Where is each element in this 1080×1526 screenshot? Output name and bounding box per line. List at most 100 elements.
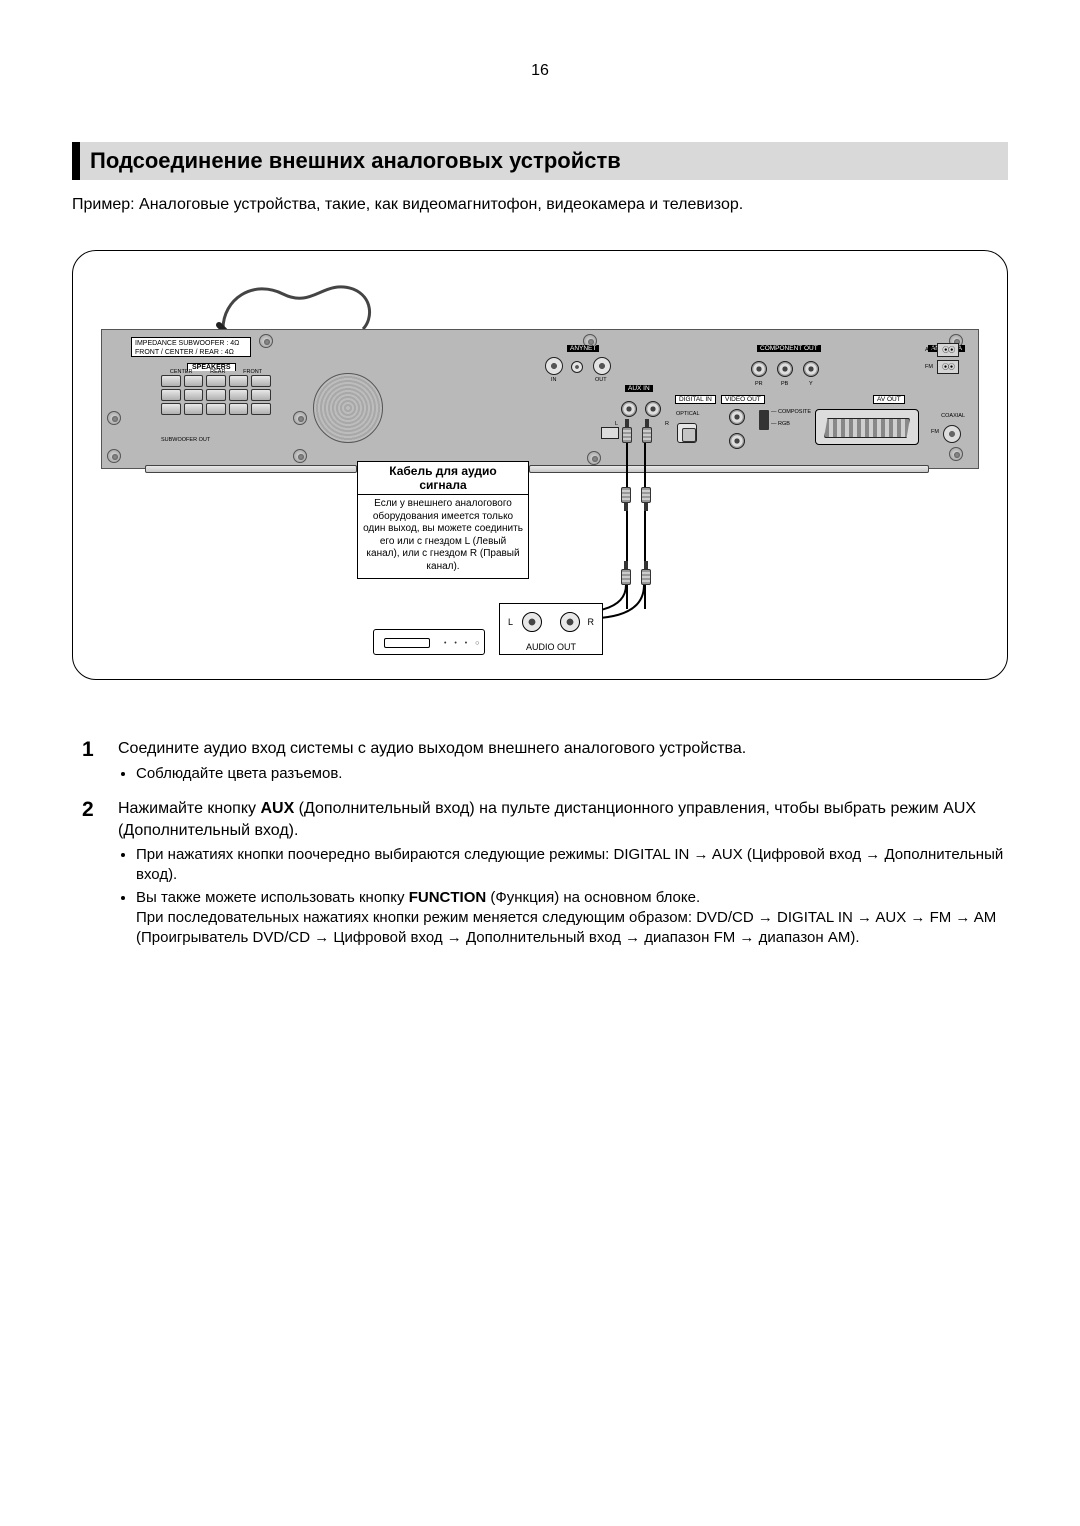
aux-in-l-jack — [621, 401, 637, 417]
anynet-out-jack — [593, 357, 611, 375]
audio-cable-callout: Кабель для аудио сигнала Если у внешнего… — [357, 461, 529, 579]
screw-icon — [293, 411, 307, 425]
vcr-l-label: L — [508, 617, 513, 627]
diagram-frame: IMPEDANCE SUBWOOFER : 4Ω FRONT / CENTER … — [72, 250, 1008, 680]
speaker-terminal-grid — [161, 375, 271, 431]
anynet-in-text: IN — [551, 377, 557, 383]
anynet-label: ANYNET — [567, 345, 599, 352]
fm-coax-text: FM — [931, 429, 939, 435]
fan-grill-icon — [313, 373, 383, 443]
step-1: 1 Соедините аудио вход системы с аудио в… — [82, 738, 1008, 786]
fm-coax-port — [943, 425, 961, 443]
panel-bar-top-right — [529, 465, 929, 473]
vcr-buttons: • • • ○ — [444, 640, 482, 647]
screw-icon — [259, 334, 273, 348]
scart-pins-icon — [824, 418, 910, 438]
speaker-terminal — [161, 389, 181, 401]
tx-card-icon — [601, 427, 619, 439]
step-1-bullet-1: Соблюдайте цвета разъемов. — [136, 764, 1008, 784]
intro-text: Пример: Аналоговые устройства, такие, ка… — [72, 196, 1008, 214]
speaker-terminal — [229, 375, 249, 387]
rca-plug-icon — [621, 487, 631, 511]
speaker-terminal — [161, 403, 181, 415]
ant-fm-label: FM — [925, 364, 933, 370]
fm-antenna-port: ⦿⦿ — [937, 360, 959, 374]
composite-text: COMPOSITE — [778, 409, 811, 415]
speaker-terminal — [206, 375, 226, 387]
vcr-r-label: R — [588, 617, 595, 627]
screw-icon — [107, 449, 121, 463]
callout-title: Кабель для аудио — [358, 462, 528, 478]
comp-pb: PB — [781, 381, 788, 387]
step-2-aux-bold: AUX — [260, 800, 294, 817]
vcr-device-icon: • • • ○ — [373, 629, 485, 655]
subwoofer-out-label: SUBWOOFER OUT — [161, 437, 210, 443]
component-out-label: COMPONENT OUT — [757, 345, 821, 352]
anynet-mid-jack — [571, 361, 583, 373]
aux-r-text: R — [665, 421, 669, 427]
scart-connector — [815, 409, 919, 445]
speaker-terminal — [184, 403, 204, 415]
video-out-label: VIDEO OUT — [721, 395, 765, 404]
step-1-number: 1 — [82, 738, 110, 762]
av-out-label: AV OUT — [873, 395, 905, 404]
step-2-function-bold: FUNCTION — [409, 889, 487, 906]
step-2-text: Нажимайте кнопку AUX (Дополнительный вхо… — [118, 798, 1008, 841]
comp-pr: PR — [755, 381, 763, 387]
speaker-terminal — [251, 389, 271, 401]
rca-plug-icon — [622, 419, 632, 443]
anynet-in-jack — [545, 357, 563, 375]
speaker-terminal — [206, 403, 226, 415]
composite-label: — COMPOSITE — [771, 409, 811, 415]
aux-in-label: AUX IN — [625, 385, 653, 392]
aux-in-r-jack — [645, 401, 661, 417]
speaker-terminal — [229, 403, 249, 415]
impedance-line1: IMPEDANCE SUBWOOFER : 4Ω — [135, 339, 247, 348]
video-out-jack — [729, 409, 745, 425]
vcr-audio-out-panel: L R AUDIO OUT — [499, 603, 603, 655]
speaker-terminal — [184, 389, 204, 401]
step-2-b2-c: При последовательных нажатиях кнопки реж… — [136, 909, 996, 946]
video-out-jack2 — [729, 433, 745, 449]
speaker-terminal — [229, 389, 249, 401]
step-2: 2 Нажимайте кнопку AUX (Дополнительный в… — [82, 798, 1008, 950]
step-1-text: Соедините аудио вход системы с аудио вых… — [118, 738, 1008, 760]
screw-icon — [107, 411, 121, 425]
component-pb-jack — [777, 361, 793, 377]
rca-plug-icon — [621, 561, 631, 585]
screw-icon — [293, 449, 307, 463]
anynet-out-text: OUT — [595, 377, 607, 383]
step-2-b2-b: (Функция) на основном блоке. — [486, 889, 700, 906]
rca-plug-icon — [642, 419, 652, 443]
callout-body: Если у внешнего аналогового оборудования… — [358, 495, 528, 578]
impedance-line2: FRONT / CENTER / REAR : 4Ω — [135, 348, 247, 357]
speaker-terminal — [206, 389, 226, 401]
step-2-bullet-1: При нажатиях кнопки поочередно выбираютс… — [136, 845, 1008, 886]
ant-am-label: AM — [925, 347, 933, 353]
vcr-audio-l-jack — [522, 612, 542, 632]
panel-bar-top-left — [145, 465, 357, 473]
step-2-text-a: Нажимайте кнопку — [118, 800, 260, 817]
rgb-text: RGB — [778, 421, 790, 427]
speaker-terminal — [184, 375, 204, 387]
coaxial-label: COAXIAL — [941, 413, 965, 419]
cable-mid-plugs-top — [621, 487, 651, 516]
rca-plug-icon — [641, 487, 651, 511]
speaker-terminal — [251, 375, 271, 387]
step-2-b2-a: Вы также можете использовать кнопку — [136, 889, 409, 906]
comp-y: Y — [809, 381, 813, 387]
step-2-bullet-2: Вы также можете использовать кнопку FUNC… — [136, 888, 1008, 949]
vcr-audio-out-label: AUDIO OUT — [500, 642, 602, 652]
vcr-cassette-slot — [384, 638, 430, 648]
section-heading: Подсоединение внешних аналоговых устройс… — [72, 142, 1008, 180]
component-y-jack — [803, 361, 819, 377]
component-pr-jack — [751, 361, 767, 377]
composite-switch — [759, 410, 769, 430]
optical-in-port — [677, 423, 697, 443]
impedance-label: IMPEDANCE SUBWOOFER : 4Ω FRONT / CENTER … — [131, 337, 251, 357]
rgb-label: — RGB — [771, 421, 790, 427]
speaker-terminal — [251, 403, 271, 415]
callout-subtitle: сигнала — [358, 478, 528, 495]
page-number: 16 — [531, 62, 549, 80]
vcr-audio-r-jack — [560, 612, 580, 632]
